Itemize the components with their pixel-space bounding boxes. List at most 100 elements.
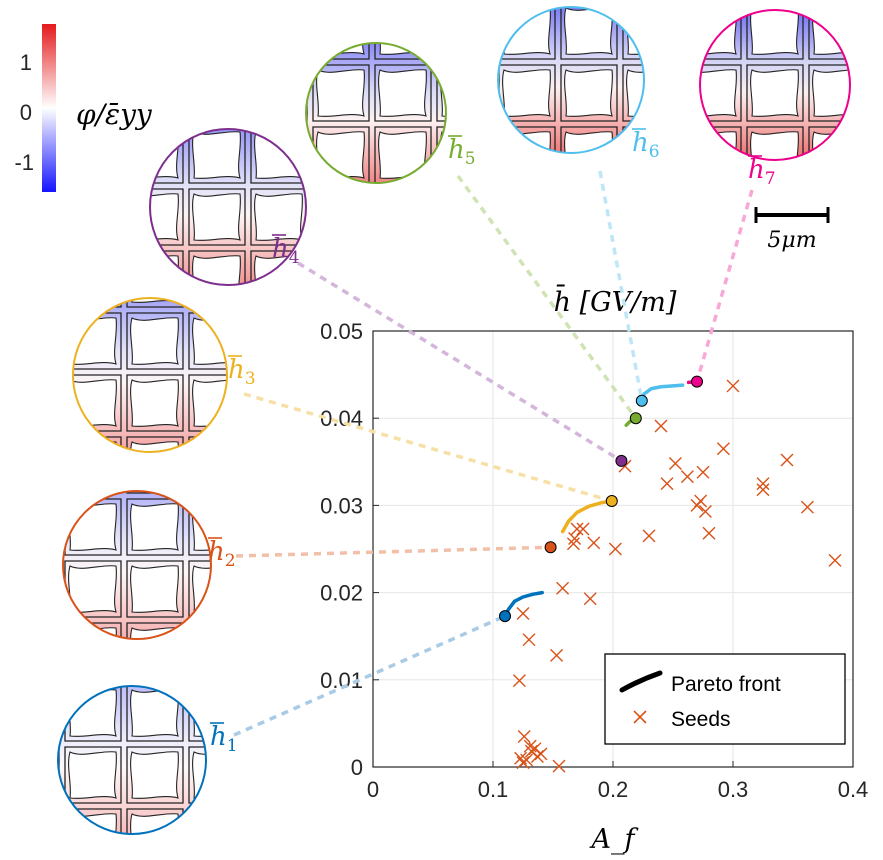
seed-point: [696, 465, 710, 479]
seed-point: [517, 729, 531, 743]
scalebar-label: 5μm: [767, 228, 816, 253]
seed-point: [550, 648, 564, 662]
seed-point: [570, 522, 584, 536]
legend-pareto-swatch: [619, 670, 663, 693]
micrograph-label-h5: h5: [448, 135, 476, 169]
micrograph-label-h6: h6: [632, 128, 660, 162]
micrograph-h4: [150, 129, 306, 285]
seed-point: [660, 477, 674, 491]
seed-point: [680, 470, 694, 484]
micrograph-h2: [63, 491, 211, 639]
micrograph-label-h4: h4: [272, 234, 300, 268]
y-tick-label: 0.03: [320, 493, 363, 518]
micrograph-label-h1: h1: [210, 722, 238, 756]
seed-point: [780, 453, 794, 467]
seed-point: [716, 442, 730, 456]
seed-point: [756, 483, 770, 497]
y-tick-label: 0: [351, 755, 363, 780]
seed-point: [583, 592, 597, 606]
micrograph-h1: [58, 686, 206, 834]
connector-h1: [233, 614, 506, 737]
seed-point: [514, 751, 528, 765]
micrograph-h3: [73, 298, 227, 452]
x-axis-label: A_f: [589, 824, 639, 855]
chart-title: h̄ [GV/m]: [554, 283, 677, 318]
legend-seed-swatch: [633, 710, 647, 724]
micrograph-border: [62, 490, 212, 640]
pareto-front-curve: [640, 383, 685, 403]
seed-point: [828, 553, 842, 567]
pareto-point: [499, 610, 511, 623]
connector-h2: [235, 545, 551, 558]
connector-h5: [456, 174, 638, 420]
pareto-point: [605, 495, 618, 508]
colorbar-tick-1: 1: [20, 50, 32, 75]
micrograph-h5: [306, 43, 446, 183]
seed-point: [694, 494, 708, 508]
seed-point: [726, 379, 740, 393]
legend-pareto-label: Pareto front: [671, 673, 781, 696]
seeds-series: [512, 379, 842, 773]
micrograph-label-h3: h3: [228, 355, 256, 389]
seed-point: [552, 759, 566, 773]
pareto-point: [544, 541, 557, 554]
seed-point: [516, 756, 530, 770]
y-tick-label: 0.02: [320, 581, 363, 606]
seed-point: [516, 607, 530, 621]
micrograph-border: [149, 128, 307, 286]
pareto-point: [635, 394, 648, 407]
y-tick-label: 0.04: [320, 406, 363, 431]
micrograph-border: [72, 297, 228, 453]
seed-point: [756, 477, 770, 491]
connector-h4: [297, 261, 623, 463]
seed-point: [566, 537, 580, 551]
x-tick-label: 0.3: [718, 777, 749, 802]
seed-point: [800, 500, 814, 514]
legend-box: [604, 653, 846, 745]
scalebar: 5μm: [754, 207, 830, 253]
y-ticks: 00.010.020.030.040.05: [320, 319, 379, 780]
micrograph-label-h7: h7: [748, 155, 776, 189]
micrograph-border: [497, 6, 645, 154]
seed-point: [512, 674, 526, 688]
seed-point: [642, 529, 656, 543]
micrographs: h1 h2 h3 h4 h5 h6 h7: [57, 6, 851, 835]
seed-point: [698, 505, 712, 518]
colorbar-label: φ/ε̄yy: [76, 98, 153, 131]
x-tick-label: 0.4: [838, 777, 869, 802]
connectors: [233, 170, 754, 737]
micrograph-h6: [498, 7, 644, 153]
x-ticks: 0 0.1 0.2 0.3 0.4: [367, 761, 868, 802]
seed-point: [608, 542, 622, 556]
seed-point: [702, 526, 716, 540]
micrograph-border: [699, 9, 851, 161]
seed-point: [587, 536, 601, 550]
pareto-series: [499, 375, 703, 623]
seed-point: [576, 522, 590, 536]
x-tick-label: 0.2: [598, 777, 629, 802]
micrograph-border: [305, 42, 447, 184]
seed-point: [654, 419, 668, 433]
seed-point: [668, 457, 682, 471]
pareto-point: [615, 454, 628, 467]
seed-point: [523, 739, 537, 753]
micrograph-h7: [700, 10, 850, 160]
colorbar-tick-0: 0: [20, 100, 32, 125]
legend: Pareto front Seeds: [604, 653, 846, 745]
seed-point: [530, 750, 544, 764]
pareto-front-curve: [560, 499, 614, 534]
pareto-point: [629, 412, 642, 425]
micrograph-border: [57, 685, 207, 835]
legend-seeds-label: Seeds: [671, 708, 731, 731]
x-tick-label: 0.1: [478, 777, 509, 802]
colorbar-gradient: [42, 24, 56, 192]
colorbar-tick-minus1: -1: [14, 150, 34, 175]
pareto-point: [691, 375, 703, 388]
pareto-front-curve: [503, 590, 544, 618]
y-tick-label: 0.05: [320, 319, 363, 344]
colorbar: 1 0 -1 φ/ε̄yy: [14, 24, 153, 192]
seed-point: [556, 581, 570, 595]
seed-point: [522, 633, 536, 647]
x-tick-label: 0: [367, 777, 379, 802]
